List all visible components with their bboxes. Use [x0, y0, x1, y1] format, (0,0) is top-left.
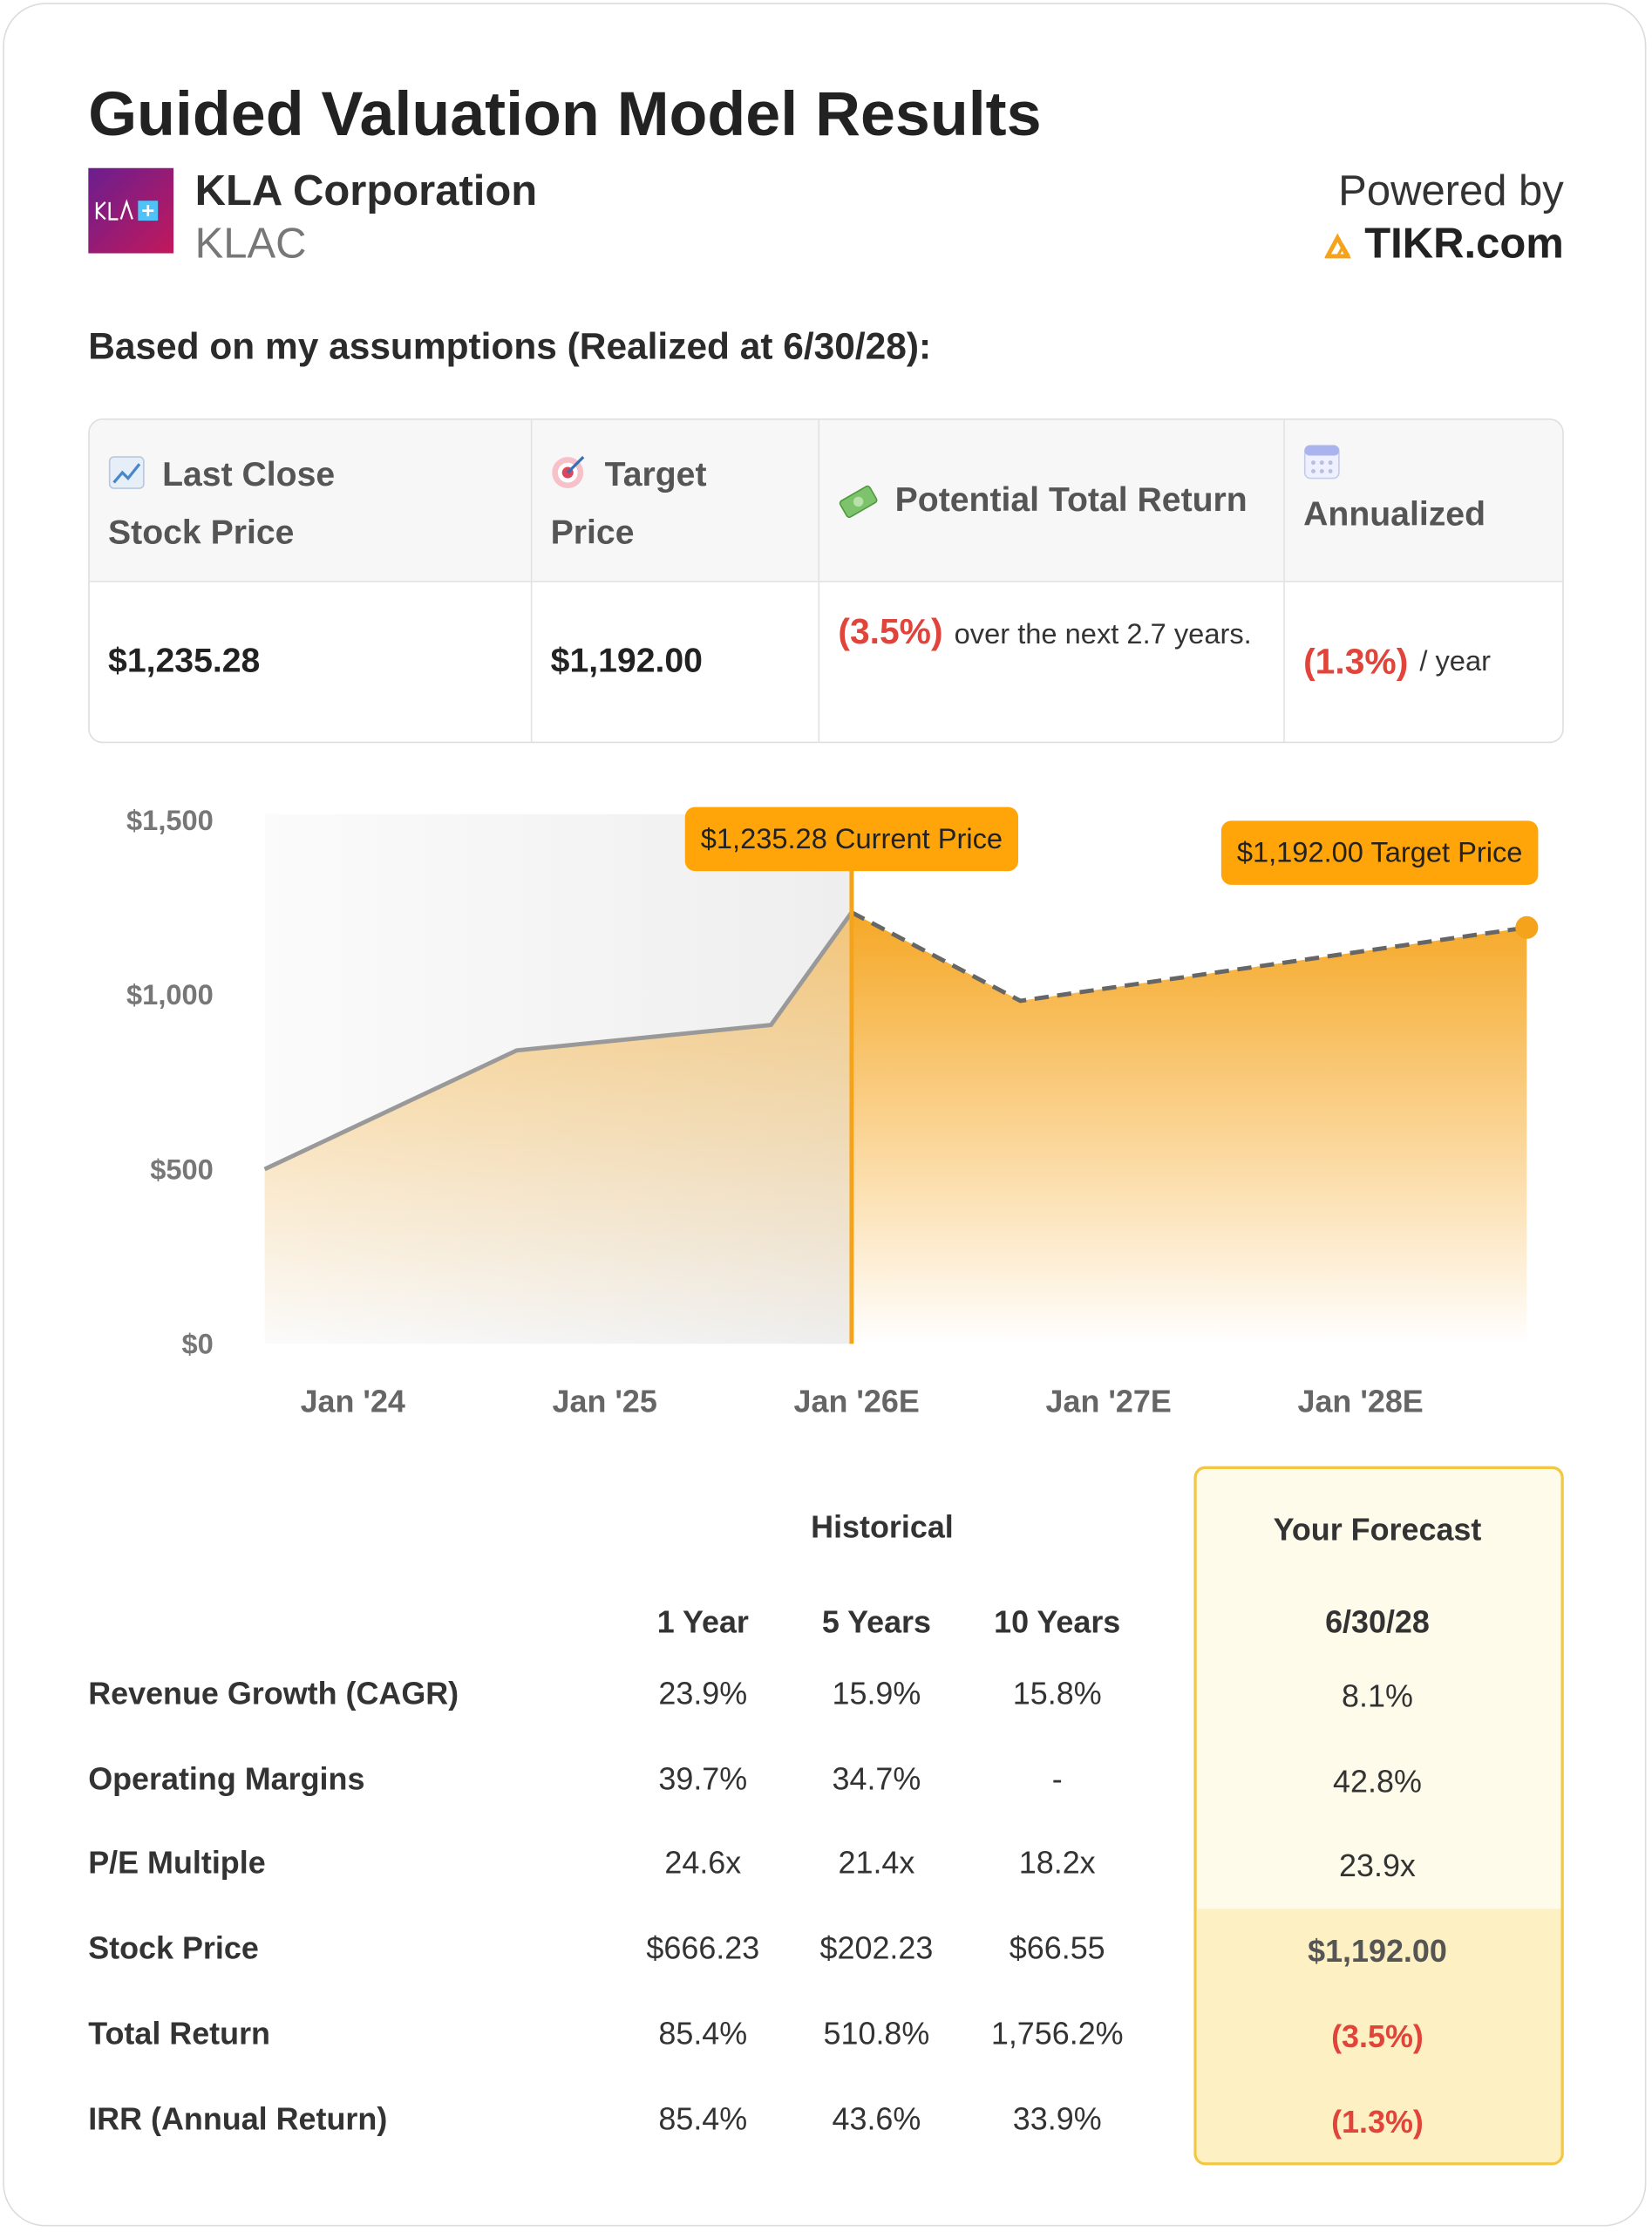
metric-value: (3.5%)	[1331, 2018, 1424, 2054]
callout-label: $1,192.00 Target Price	[1237, 836, 1523, 868]
row-label: Stock Price	[88, 1929, 259, 1966]
annualized: (1.3%)	[1303, 642, 1409, 683]
metric-value: $202.23	[819, 1929, 934, 1966]
card-frame	[3, 3, 1647, 2227]
metric-value: 18.2x	[1018, 1844, 1096, 1881]
target-dot	[1515, 915, 1539, 939]
metric-value: 21.4x	[838, 1844, 915, 1881]
metric-value: $666.23	[646, 1929, 760, 1966]
brand-icon	[1324, 233, 1351, 259]
metric-value: 23.9%	[658, 1675, 748, 1711]
x-tick-label: Jan '27E	[1046, 1384, 1172, 1419]
header-cell: Annualized	[1284, 419, 1563, 582]
column-header: 1 Year	[656, 1604, 749, 1640]
metric-value: $66.55	[1009, 1929, 1105, 1966]
y-tick-label: $1,500	[126, 804, 214, 836]
metric-value: (1.3%)	[1331, 2104, 1424, 2140]
target-price: $1,192.00	[550, 642, 703, 681]
header-text: Target Price	[550, 455, 707, 553]
column-header: 6/30/28	[1325, 1604, 1430, 1640]
target-icon	[552, 455, 585, 489]
metric-value: $1,192.00	[1308, 1933, 1447, 1970]
area	[851, 912, 1527, 1344]
metric-value: 23.9x	[1339, 1848, 1416, 1884]
chart-icon	[108, 456, 145, 489]
column-header: 5 Years	[821, 1604, 932, 1640]
column-header: 10 Years	[994, 1604, 1121, 1640]
total-return: (3.5%)	[838, 612, 943, 652]
metric-value: 43.6%	[832, 2100, 921, 2137]
x-tick-label: Jan '26E	[794, 1384, 920, 1419]
assumptions: Based on my assumptions (Realized at 6/3…	[88, 324, 932, 368]
line	[263, 911, 853, 1172]
metric-value: 1,756.2%	[990, 2015, 1124, 2052]
row-label: Revenue Growth (CAGR)	[88, 1675, 459, 1711]
forecast-highlight	[1196, 1909, 1561, 2163]
metric-value: -	[1051, 1760, 1063, 1797]
value-cell: (1.3%) / year	[1285, 582, 1562, 742]
return-note: over the next 2.7 years.	[954, 619, 1252, 651]
brand-row: TIKR.com	[1324, 221, 1564, 269]
row-label: P/E Multiple	[88, 1844, 266, 1881]
group-header: Historical	[811, 1508, 954, 1545]
value-cell: $1,192.00	[532, 582, 820, 742]
row-label: Operating Margins	[88, 1760, 365, 1797]
callout-box	[1220, 820, 1539, 885]
y-tick-label: $500	[150, 1153, 214, 1185]
company-logo	[88, 167, 174, 254]
calendar-icon	[1303, 445, 1340, 480]
page-title: Guided Valuation Model Results	[88, 79, 1042, 150]
price-chart: $0 $500 $1,000 $1,500 Jan '24 Jan '25 Jan '26E…	[126, 804, 1539, 1419]
metric-value: 42.8%	[1333, 1763, 1422, 1800]
metric-value: 33.9%	[1012, 2100, 1102, 2137]
header-text: Potential Total Return	[894, 480, 1247, 520]
x-tick-label: Jan '25	[553, 1384, 657, 1419]
area	[264, 912, 852, 1344]
row-label: Total Return	[88, 2015, 270, 2052]
callout-label: $1,235.28 Current Price	[701, 822, 1003, 854]
x-tick-label: Jan '24	[301, 1384, 405, 1419]
metric-value: 24.6x	[664, 1844, 742, 1881]
money-icon	[839, 484, 878, 518]
brand: TIKR.com	[1364, 221, 1564, 268]
forecast-box	[1193, 1466, 1564, 2166]
powered-by: Powered by	[1338, 167, 1564, 215]
summary-table: Last Close Stock Price Target Price Pote…	[88, 418, 1564, 744]
header-text: Last Close Stock Price	[108, 455, 336, 553]
company-name: KLA Corporation	[194, 167, 538, 215]
metric-value: 39.7%	[658, 1760, 748, 1797]
metric-value: 85.4%	[658, 2015, 748, 2052]
metric-value: 8.1%	[1342, 1677, 1413, 1714]
group-header: Your Forecast	[1273, 1511, 1482, 1548]
header-cell: Potential Total Return	[819, 419, 1285, 582]
last-close: $1,235.28	[108, 642, 261, 681]
metric-value: 34.7%	[832, 1760, 921, 1797]
value-cell: (3.5%) over the next 2.7 years.	[819, 582, 1285, 742]
metric-value: 15.9%	[832, 1675, 921, 1711]
callout-box	[684, 806, 1019, 872]
ticker: KLAC	[194, 221, 307, 268]
y-tick-label: $1,000	[126, 978, 214, 1011]
value-cell: $1,235.28	[90, 582, 533, 742]
x-tick-label: Jan '28E	[1297, 1384, 1423, 1419]
line	[850, 910, 1527, 1004]
header-text: Annualized	[1303, 495, 1486, 534]
header-cell: Target Price	[532, 419, 820, 582]
header-cell: Last Close Stock Price	[89, 419, 533, 582]
annualized-note: / year	[1419, 646, 1492, 678]
metric-value: 85.4%	[658, 2100, 748, 2137]
y-tick-label: $0	[182, 1328, 214, 1360]
metric-value: 510.8%	[823, 2015, 930, 2052]
metric-value: 15.8%	[1012, 1675, 1102, 1711]
row-label: IRR (Annual Return)	[88, 2100, 388, 2137]
